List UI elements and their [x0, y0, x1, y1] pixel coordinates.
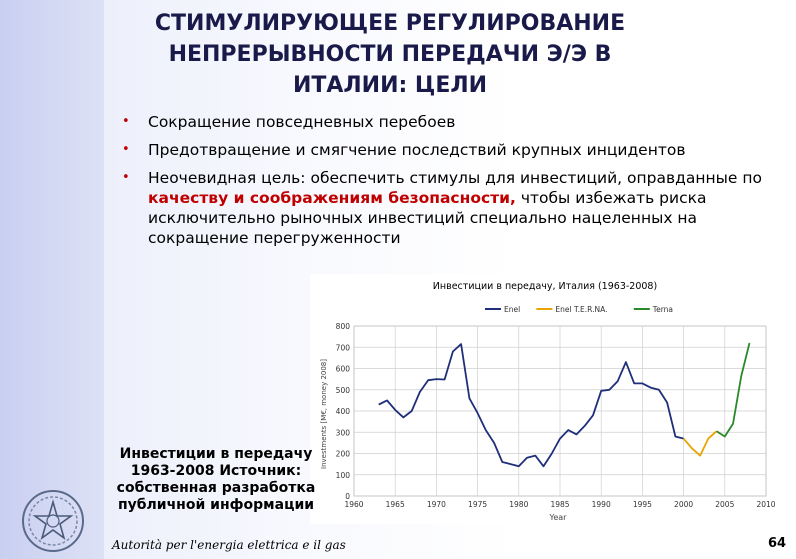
title-line-1: СТИМУЛИРУЮЩЕЕ РЕГУЛИРОВАНИЕ: [154, 11, 626, 36]
bullet-item: • Сокращение повседневных перебоев: [118, 112, 786, 132]
x-tick-label: 2010: [756, 500, 775, 509]
legend-label: Terna: [652, 305, 673, 314]
bullet-text-end: чтобы избежать риска исключительно рыноч…: [148, 189, 707, 247]
bullet-item: • Неочевидная цель: обеспечить стимулы д…: [118, 168, 786, 248]
x-tick-label: 1975: [468, 500, 487, 509]
chart-series: [378, 342, 751, 468]
y-axis-label: Investments [M€, money 2008]: [320, 359, 328, 469]
y-tick-label: 400: [336, 407, 351, 416]
bullet-item: • Предотвращение и смягчение последствий…: [118, 140, 786, 160]
chart-axes: 0 100 200 300 400 500 600 700 800 1960 1965 1970 197…: [336, 322, 776, 509]
chart-caption: Инвестиции в передачу 1963-2008 Источник…: [116, 446, 316, 513]
bullet-icon: •: [122, 142, 130, 157]
chart-title: Инвестиции в передачу, Италия (1963-2008…: [433, 281, 657, 292]
bullet-text-start: Неочевидная цель: обеспечить стимулы для…: [148, 169, 762, 187]
x-tick-label: 2000: [674, 500, 693, 509]
y-tick-label: 500: [336, 386, 351, 395]
x-tick-label: 2005: [715, 500, 734, 509]
italian-emblem-icon: [22, 490, 84, 552]
y-tick-label: 300: [336, 428, 351, 437]
x-tick-label: 1980: [509, 500, 528, 509]
chart-svg: Инвестиции в передачу, Италия (1963-2008…: [320, 281, 776, 522]
bullet-icon: •: [122, 170, 130, 185]
series-line: [378, 343, 684, 468]
series-line: [682, 430, 718, 457]
title-line-2: НЕПРЕРЫВНОСТИ ПЕРЕДАЧИ Э/Э В: [168, 42, 612, 67]
x-tick-label: 1965: [386, 500, 405, 509]
chart-grid: [353, 325, 767, 497]
left-band: [0, 0, 104, 559]
bullet-text: Сокращение повседневных перебоев: [148, 113, 456, 131]
y-tick-label: 700: [336, 343, 351, 352]
y-tick-label: 600: [336, 365, 351, 374]
slide-title: СТИМУЛИРУЮЩЕЕ РЕГУЛИРОВАНИЕ НЕПРЕРЫВНОСТ…: [130, 8, 650, 101]
x-tick-label: 1995: [633, 500, 652, 509]
x-tick-label: 1990: [592, 500, 611, 509]
series-line: [716, 342, 751, 438]
bullet-text: Неочевидная цель: обеспечить стимулы для…: [148, 169, 762, 247]
y-tick-label: 0: [345, 492, 350, 501]
y-tick-label: 800: [336, 322, 351, 331]
bullet-icon: •: [122, 114, 130, 129]
investment-chart: Инвестиции в передачу, Италия (1963-2008…: [310, 274, 780, 524]
title-line-3: ИТАЛИИ: ЦЕЛИ: [292, 73, 488, 98]
legend-label: Enel T.E.R.NA.: [555, 305, 607, 314]
page-number: 64: [768, 536, 787, 551]
y-tick-label: 100: [336, 471, 351, 480]
x-tick-label: 1970: [427, 500, 446, 509]
x-tick-label: 1985: [550, 500, 569, 509]
bullet-highlight: качеству и соображениям безопасности,: [148, 189, 516, 207]
chart-legend: Enel Enel T.E.R.NA. Terna: [485, 305, 673, 314]
legend-label: Enel: [504, 305, 520, 314]
bullet-list: • Сокращение повседневных перебоев • Пре…: [118, 112, 786, 256]
y-tick-label: 200: [336, 450, 351, 459]
x-axis-label: Year: [549, 513, 568, 522]
footer-organization: Autorità per l'energia elettrica e il ga…: [112, 538, 346, 552]
bullet-text: Предотвращение и смягчение последствий к…: [148, 141, 686, 159]
x-tick-label: 1960: [344, 500, 363, 509]
